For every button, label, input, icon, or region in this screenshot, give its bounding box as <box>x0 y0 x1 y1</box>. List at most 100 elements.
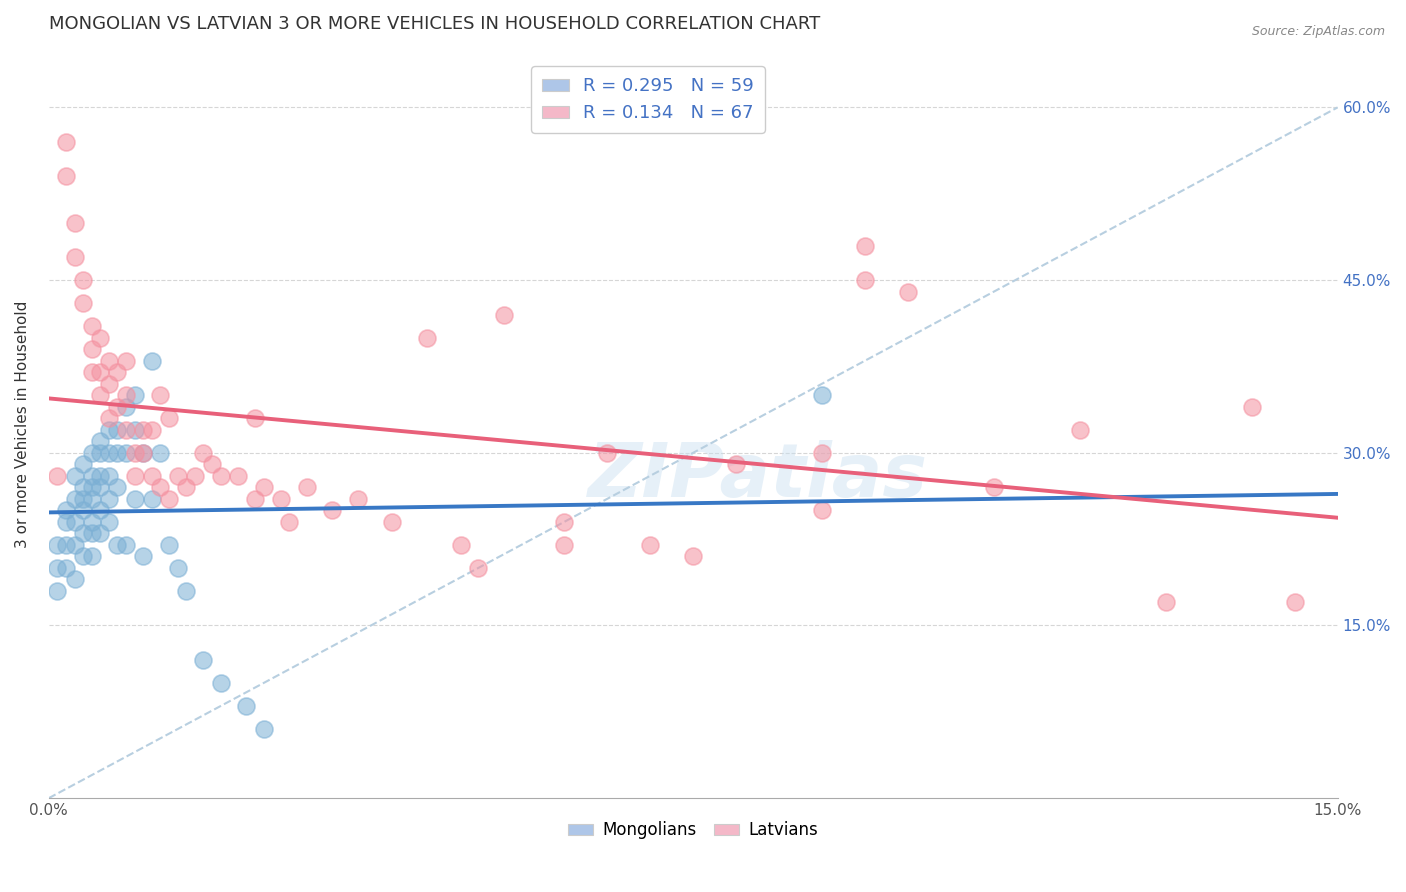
Point <box>89 468 111 483</box>
Point <box>107 480 129 494</box>
Point <box>97 411 120 425</box>
Point <box>243 491 266 506</box>
Point <box>174 583 197 598</box>
Point <box>132 423 155 437</box>
Point <box>157 411 180 425</box>
Point <box>416 331 439 345</box>
Point <box>983 480 1005 494</box>
Point <box>149 388 172 402</box>
Point <box>80 468 103 483</box>
Point <box>209 676 232 690</box>
Point <box>853 273 876 287</box>
Point <box>450 538 472 552</box>
Point <box>638 538 661 552</box>
Point <box>63 215 86 229</box>
Point <box>89 331 111 345</box>
Point <box>124 468 146 483</box>
Point <box>141 491 163 506</box>
Text: Source: ZipAtlas.com: Source: ZipAtlas.com <box>1251 25 1385 38</box>
Point <box>226 468 249 483</box>
Point <box>132 446 155 460</box>
Point <box>46 468 69 483</box>
Point <box>97 515 120 529</box>
Point <box>381 515 404 529</box>
Point <box>115 388 138 402</box>
Point <box>494 308 516 322</box>
Point <box>80 342 103 356</box>
Point <box>107 423 129 437</box>
Point <box>107 538 129 552</box>
Point <box>63 468 86 483</box>
Point <box>115 353 138 368</box>
Point <box>811 503 834 517</box>
Point <box>55 538 77 552</box>
Point <box>174 480 197 494</box>
Point <box>347 491 370 506</box>
Point <box>72 296 94 310</box>
Point <box>157 491 180 506</box>
Point <box>80 549 103 564</box>
Point <box>80 365 103 379</box>
Point <box>97 491 120 506</box>
Point <box>80 491 103 506</box>
Point <box>853 238 876 252</box>
Legend: Mongolians, Latvians: Mongolians, Latvians <box>561 814 825 846</box>
Point <box>141 353 163 368</box>
Point <box>72 273 94 287</box>
Point <box>89 388 111 402</box>
Y-axis label: 3 or more Vehicles in Household: 3 or more Vehicles in Household <box>15 301 30 548</box>
Point <box>89 503 111 517</box>
Point <box>115 538 138 552</box>
Point <box>46 583 69 598</box>
Point <box>97 423 120 437</box>
Point <box>97 376 120 391</box>
Point <box>157 538 180 552</box>
Point <box>553 515 575 529</box>
Text: ZIPatlas: ZIPatlas <box>588 440 928 513</box>
Point <box>107 400 129 414</box>
Point <box>252 480 274 494</box>
Point <box>243 411 266 425</box>
Point <box>72 503 94 517</box>
Point <box>46 561 69 575</box>
Point <box>72 549 94 564</box>
Point <box>107 365 129 379</box>
Point <box>1069 423 1091 437</box>
Point <box>166 468 188 483</box>
Point <box>72 491 94 506</box>
Point <box>80 526 103 541</box>
Point <box>63 515 86 529</box>
Point <box>115 423 138 437</box>
Point <box>97 446 120 460</box>
Point <box>63 573 86 587</box>
Point <box>252 722 274 736</box>
Point <box>89 446 111 460</box>
Point <box>811 388 834 402</box>
Point <box>55 135 77 149</box>
Point <box>80 515 103 529</box>
Point <box>80 319 103 334</box>
Point <box>184 468 207 483</box>
Point <box>141 423 163 437</box>
Point <box>124 423 146 437</box>
Point <box>132 446 155 460</box>
Point <box>270 491 292 506</box>
Point <box>72 480 94 494</box>
Point <box>55 561 77 575</box>
Point <box>55 515 77 529</box>
Point <box>166 561 188 575</box>
Point <box>89 365 111 379</box>
Point <box>897 285 920 299</box>
Point <box>124 446 146 460</box>
Point <box>132 549 155 564</box>
Point <box>149 446 172 460</box>
Point <box>89 480 111 494</box>
Point <box>553 538 575 552</box>
Point <box>46 538 69 552</box>
Point <box>193 653 215 667</box>
Point <box>115 400 138 414</box>
Point <box>124 491 146 506</box>
Text: MONGOLIAN VS LATVIAN 3 OR MORE VEHICLES IN HOUSEHOLD CORRELATION CHART: MONGOLIAN VS LATVIAN 3 OR MORE VEHICLES … <box>49 15 820 33</box>
Point <box>141 468 163 483</box>
Point <box>55 169 77 184</box>
